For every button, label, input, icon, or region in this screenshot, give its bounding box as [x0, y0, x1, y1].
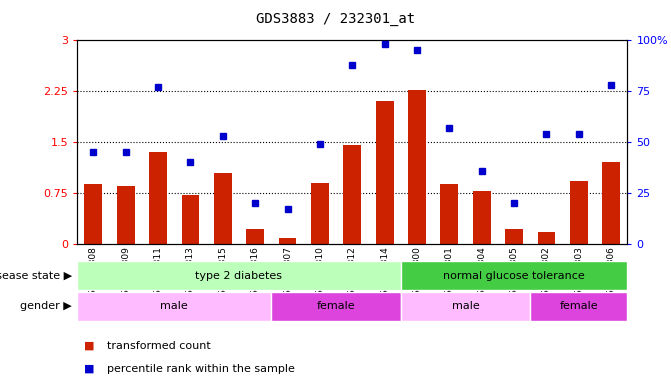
- Bar: [473, 191, 491, 244]
- Text: transformed count: transformed count: [107, 341, 211, 351]
- Bar: [401, 292, 530, 321]
- Bar: [278, 238, 297, 244]
- Text: type 2 diabetes: type 2 diabetes: [195, 270, 282, 281]
- Bar: [440, 184, 458, 244]
- Bar: [149, 152, 167, 244]
- Text: disease state ▶: disease state ▶: [0, 270, 72, 281]
- Bar: [77, 292, 271, 321]
- Text: gender ▶: gender ▶: [20, 301, 72, 311]
- Bar: [271, 292, 401, 321]
- Bar: [182, 195, 199, 244]
- Bar: [530, 292, 627, 321]
- Bar: [603, 162, 620, 244]
- Bar: [344, 146, 361, 244]
- Text: female: female: [560, 301, 598, 311]
- Bar: [408, 90, 426, 244]
- Bar: [77, 261, 401, 290]
- Bar: [117, 186, 135, 244]
- Text: male: male: [160, 301, 188, 311]
- Text: percentile rank within the sample: percentile rank within the sample: [107, 364, 295, 374]
- Bar: [311, 183, 329, 244]
- Bar: [570, 181, 588, 244]
- Bar: [537, 232, 556, 244]
- Bar: [505, 229, 523, 244]
- Text: male: male: [452, 301, 480, 311]
- Bar: [246, 229, 264, 244]
- Text: female: female: [317, 301, 356, 311]
- Bar: [376, 101, 393, 244]
- Text: ■: ■: [84, 364, 95, 374]
- Bar: [401, 261, 627, 290]
- Bar: [214, 173, 231, 244]
- Text: ■: ■: [84, 341, 95, 351]
- Bar: [85, 184, 102, 244]
- Text: GDS3883 / 232301_at: GDS3883 / 232301_at: [256, 12, 415, 25]
- Text: normal glucose tolerance: normal glucose tolerance: [444, 270, 585, 281]
